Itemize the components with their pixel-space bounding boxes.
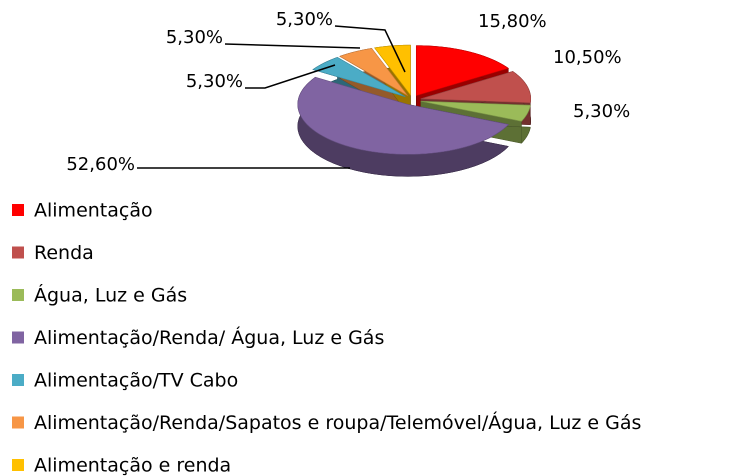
pie-slice <box>420 100 531 122</box>
legend-label: Água, Luz e Gás <box>34 284 187 307</box>
legend-label: Alimentação <box>34 200 153 222</box>
data-label: 52,60% <box>66 154 135 175</box>
legend-label: Alimentação/Renda/Sapatos e roupa/Telemó… <box>34 411 641 434</box>
legend-swatch <box>12 416 24 429</box>
pie-slice <box>415 45 510 97</box>
data-label: 5,30% <box>166 27 223 48</box>
leader-line <box>224 43 361 49</box>
data-label: 10,50% <box>553 47 622 68</box>
pie-slice <box>339 48 408 96</box>
data-label: 5,30% <box>276 9 333 30</box>
pie-slice <box>420 71 532 104</box>
pie-slice <box>297 76 510 155</box>
data-label: 5,30% <box>186 71 243 92</box>
legend-swatch <box>12 204 24 216</box>
legend-swatch <box>12 246 24 259</box>
data-label: 5,30% <box>573 101 630 122</box>
data-label: 15,80% <box>478 11 547 32</box>
legend-label: Alimentação/Renda/ Água, Luz e Gás <box>34 326 384 349</box>
legend-label: Alimentação e renda <box>34 455 231 476</box>
legend-swatch <box>12 331 24 344</box>
legend-label: Renda <box>34 242 94 264</box>
leader-line <box>245 64 336 89</box>
pie-slice <box>312 57 406 97</box>
legend-swatch <box>12 459 24 471</box>
legend-swatch <box>12 289 24 301</box>
legend-label: Alimentação/TV Cabo <box>34 370 238 392</box>
leader-line <box>334 25 406 73</box>
legend-swatch <box>12 374 24 386</box>
